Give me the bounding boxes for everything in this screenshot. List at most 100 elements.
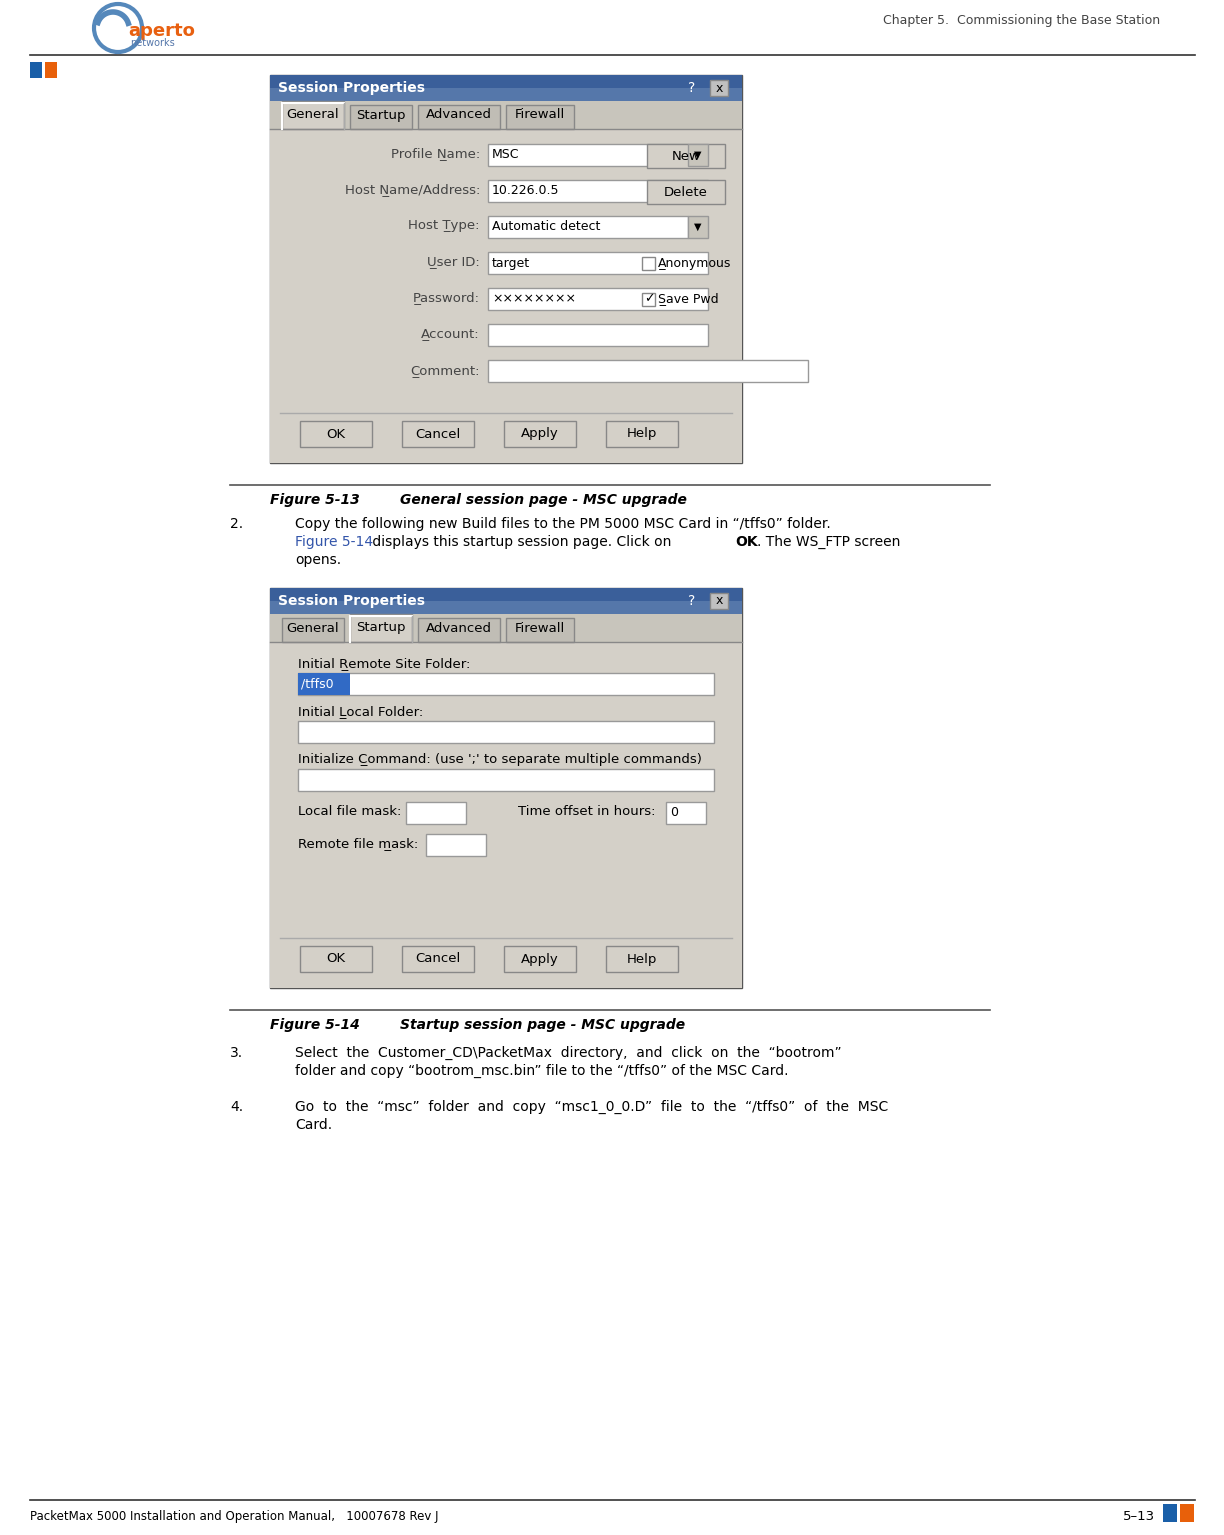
- Bar: [488, 144, 688, 166]
- Text: ▼: ▼: [694, 150, 701, 160]
- Text: 4.: 4.: [230, 1101, 244, 1114]
- Bar: [488, 180, 707, 203]
- Bar: [271, 614, 742, 989]
- Bar: [606, 946, 678, 972]
- Bar: [271, 588, 742, 614]
- Text: Profile N̲ame:: Profile N̲ame:: [390, 147, 480, 161]
- Text: Cancel: Cancel: [415, 428, 460, 441]
- Text: /tffs0: /tffs0: [301, 677, 334, 691]
- Text: Startup session page - MSC upgrade: Startup session page - MSC upgrade: [400, 1018, 685, 1032]
- Text: Startup: Startup: [356, 622, 405, 634]
- Text: Cancel: Cancel: [415, 953, 460, 966]
- Text: folder and copy “bootrom_msc.bin” file to the “/tffs0” of the MSC Card.: folder and copy “bootrom_msc.bin” file t…: [295, 1064, 788, 1078]
- Text: A̲nonymous: A̲nonymous: [659, 256, 732, 270]
- Text: S̲ave Pwd: S̲ave Pwd: [659, 293, 718, 305]
- Text: P̲assword:: P̲assword:: [412, 292, 480, 304]
- Bar: [300, 946, 372, 972]
- Text: Copy the following new Build files to the PM 5000 MSC Card in “/tffs0” folder.: Copy the following new Build files to th…: [295, 517, 831, 531]
- Bar: [643, 293, 655, 305]
- Bar: [710, 593, 728, 609]
- Text: networks: networks: [130, 38, 175, 48]
- Text: New: New: [672, 149, 700, 163]
- Bar: [488, 289, 707, 310]
- Text: A̲ccount:: A̲ccount:: [421, 327, 480, 341]
- Bar: [297, 672, 350, 695]
- Bar: [710, 80, 728, 97]
- Text: Host T̲ype:: Host T̲ype:: [409, 220, 480, 232]
- Text: aperto: aperto: [129, 21, 195, 40]
- Text: Advanced: Advanced: [426, 622, 492, 634]
- Bar: [666, 801, 706, 824]
- Bar: [647, 144, 725, 167]
- Bar: [401, 946, 474, 972]
- Bar: [1180, 1504, 1193, 1523]
- Text: Help: Help: [627, 953, 657, 966]
- Text: OK: OK: [327, 428, 345, 441]
- Text: Delete: Delete: [665, 186, 707, 198]
- Bar: [271, 614, 742, 642]
- Text: ?: ?: [688, 81, 695, 95]
- Text: Startup: Startup: [356, 109, 405, 121]
- Text: Figure 5-14: Figure 5-14: [271, 1018, 360, 1032]
- Text: . The WS_FTP screen: . The WS_FTP screen: [756, 536, 901, 550]
- Text: Host N̲ame/Address:: Host N̲ame/Address:: [345, 184, 480, 196]
- Bar: [506, 104, 574, 129]
- Text: 5–13: 5–13: [1122, 1510, 1155, 1523]
- Bar: [282, 101, 344, 129]
- Bar: [31, 61, 42, 78]
- Text: Session Properties: Session Properties: [278, 81, 425, 95]
- Text: Session Properties: Session Properties: [278, 594, 425, 608]
- Text: General: General: [286, 109, 339, 121]
- Text: Figure 5-14: Figure 5-14: [295, 536, 373, 550]
- Bar: [297, 769, 714, 791]
- Text: Advanced: Advanced: [426, 109, 492, 121]
- Bar: [488, 216, 688, 238]
- Text: Apply: Apply: [521, 428, 559, 441]
- Text: x: x: [715, 81, 722, 95]
- Text: displays this startup session page. Click on: displays this startup session page. Clic…: [368, 536, 676, 550]
- Bar: [488, 252, 707, 275]
- Bar: [271, 87, 742, 101]
- Text: Chapter 5.  Commissioning the Base Station: Chapter 5. Commissioning the Base Statio…: [883, 14, 1160, 28]
- Text: 2.: 2.: [230, 517, 244, 531]
- Text: Card.: Card.: [295, 1117, 332, 1131]
- Text: Firewall: Firewall: [515, 622, 565, 634]
- Bar: [350, 614, 412, 642]
- Text: Time offset in hours:: Time offset in hours:: [518, 804, 656, 818]
- Text: Figure 5-13: Figure 5-13: [271, 493, 360, 507]
- Text: Apply: Apply: [521, 953, 559, 966]
- Text: U̲ser ID:: U̲ser ID:: [427, 255, 480, 269]
- Bar: [488, 361, 808, 382]
- Bar: [271, 602, 742, 614]
- Text: PacketMax 5000 Installation and Operation Manual,   10007678 Rev J: PacketMax 5000 Installation and Operatio…: [31, 1510, 438, 1523]
- Text: opens.: opens.: [295, 553, 341, 566]
- Bar: [282, 619, 344, 642]
- Text: Initial R̲emote Site Folder:: Initial R̲emote Site Folder:: [297, 657, 470, 669]
- Bar: [426, 834, 486, 857]
- Text: Automatic detect: Automatic detect: [492, 221, 601, 233]
- Bar: [271, 101, 742, 464]
- Bar: [647, 180, 725, 204]
- Bar: [419, 619, 499, 642]
- Bar: [506, 619, 574, 642]
- Text: ✓: ✓: [644, 293, 655, 305]
- Bar: [504, 946, 577, 972]
- Text: OK: OK: [734, 536, 758, 550]
- Bar: [643, 256, 655, 270]
- Text: Help: Help: [627, 428, 657, 441]
- Text: OK: OK: [327, 953, 345, 966]
- Bar: [271, 588, 742, 989]
- Text: 10.226.0.5: 10.226.0.5: [492, 184, 559, 198]
- Text: General: General: [286, 622, 339, 634]
- Text: Initial L̲ocal Folder:: Initial L̲ocal Folder:: [297, 705, 424, 718]
- Bar: [406, 801, 466, 824]
- Bar: [419, 104, 499, 129]
- Bar: [297, 721, 714, 743]
- Bar: [271, 75, 742, 101]
- Text: Initialize C̲ommand: (use ';' to separate multiple commands): Initialize C̲ommand: (use ';' to separat…: [297, 754, 701, 766]
- Text: 0: 0: [670, 806, 678, 820]
- Bar: [271, 75, 742, 464]
- Text: x: x: [715, 594, 722, 608]
- Text: Remote file m̲ask:: Remote file m̲ask:: [297, 837, 419, 850]
- Text: 3.: 3.: [230, 1045, 244, 1061]
